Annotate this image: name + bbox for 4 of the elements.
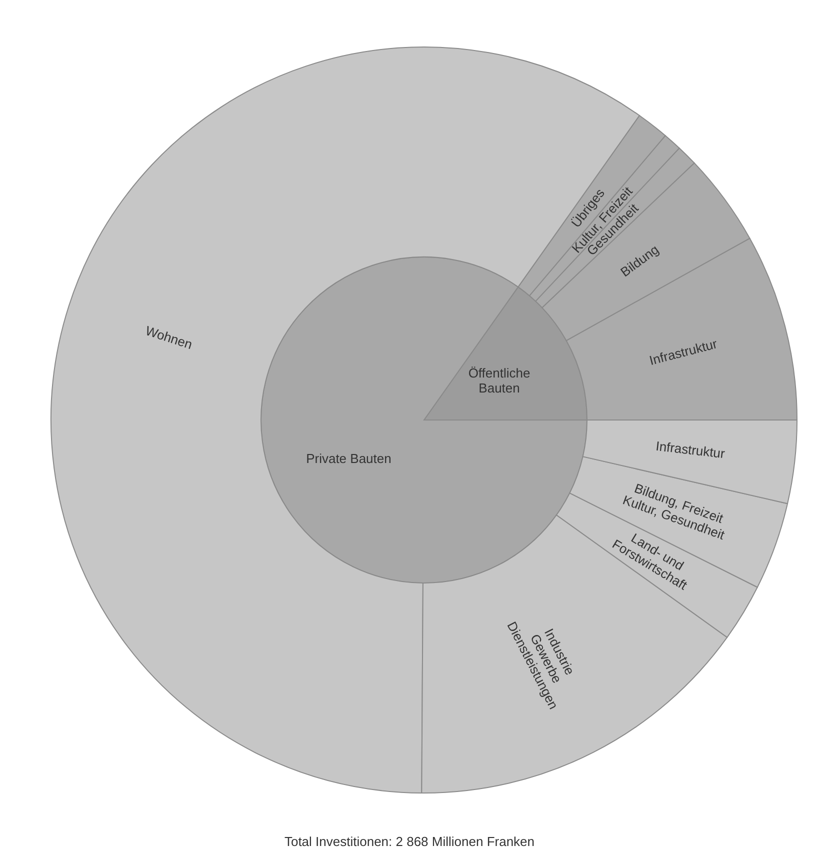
slice-label: Öffentliche Bauten (468, 366, 530, 396)
text: Total Investitionen: 2 868 Millionen Franken (283, 834, 536, 849)
slice-label: Infrastruktur (655, 438, 726, 462)
slice-label: Private Bauten (306, 450, 392, 466)
